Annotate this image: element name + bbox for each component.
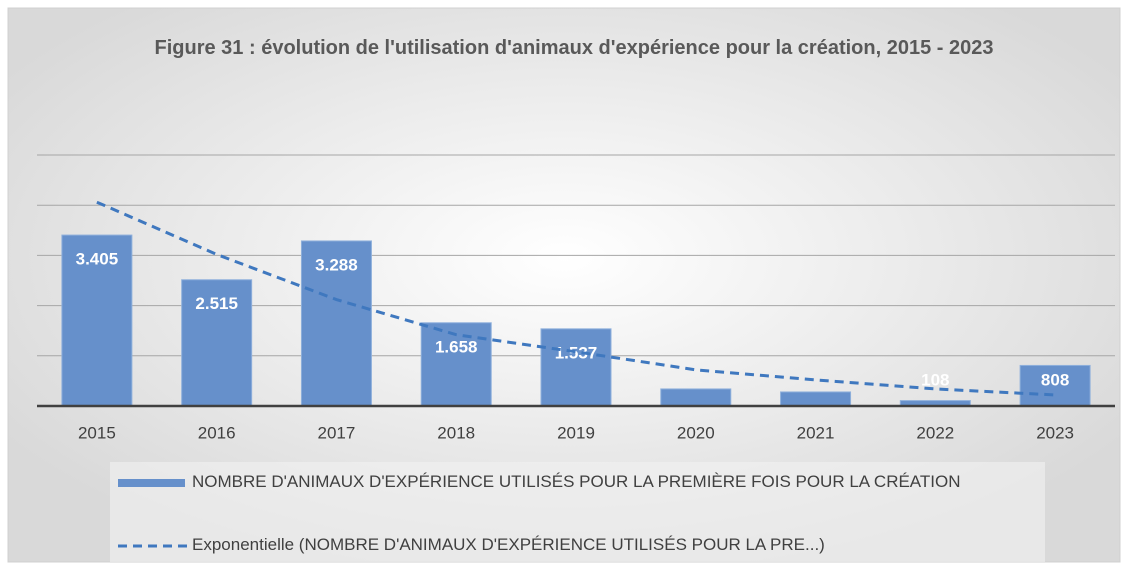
- data-label: 1.658: [435, 337, 478, 356]
- legend-box: [110, 462, 1045, 562]
- x-tick-label: 2016: [198, 423, 236, 442]
- bar: [540, 328, 612, 407]
- bar: [780, 391, 852, 407]
- data-label: 808: [1041, 370, 1069, 389]
- x-tick-label: 2018: [437, 423, 475, 442]
- data-label: 3.288: [315, 255, 358, 274]
- x-tick-label: 2020: [677, 423, 715, 442]
- data-label: 2.515: [195, 294, 238, 313]
- data-label: 3.405: [76, 250, 119, 269]
- x-tick-label: 2017: [318, 423, 356, 442]
- legend-swatch: [118, 479, 185, 487]
- x-tick-label: 2021: [797, 423, 835, 442]
- data-label: 108: [921, 370, 949, 389]
- trend-line: [96, 200, 1056, 397]
- legend-label: NOMBRE D'ANIMAUX D'EXPÉRIENCE UTILISÉS P…: [192, 472, 961, 491]
- x-tick-label: 2019: [557, 423, 595, 442]
- bar: [660, 388, 732, 407]
- chart-title: Figure 31 : évolution de l'utilisation d…: [155, 37, 994, 59]
- x-tick-label: 2022: [916, 423, 954, 442]
- data-label: 1.537: [555, 343, 598, 362]
- x-tick-label: 2015: [78, 423, 116, 442]
- legend-label: Exponentielle (NOMBRE D'ANIMAUX D'EXPÉRI…: [192, 535, 825, 554]
- x-tick-label: 2023: [1036, 423, 1074, 442]
